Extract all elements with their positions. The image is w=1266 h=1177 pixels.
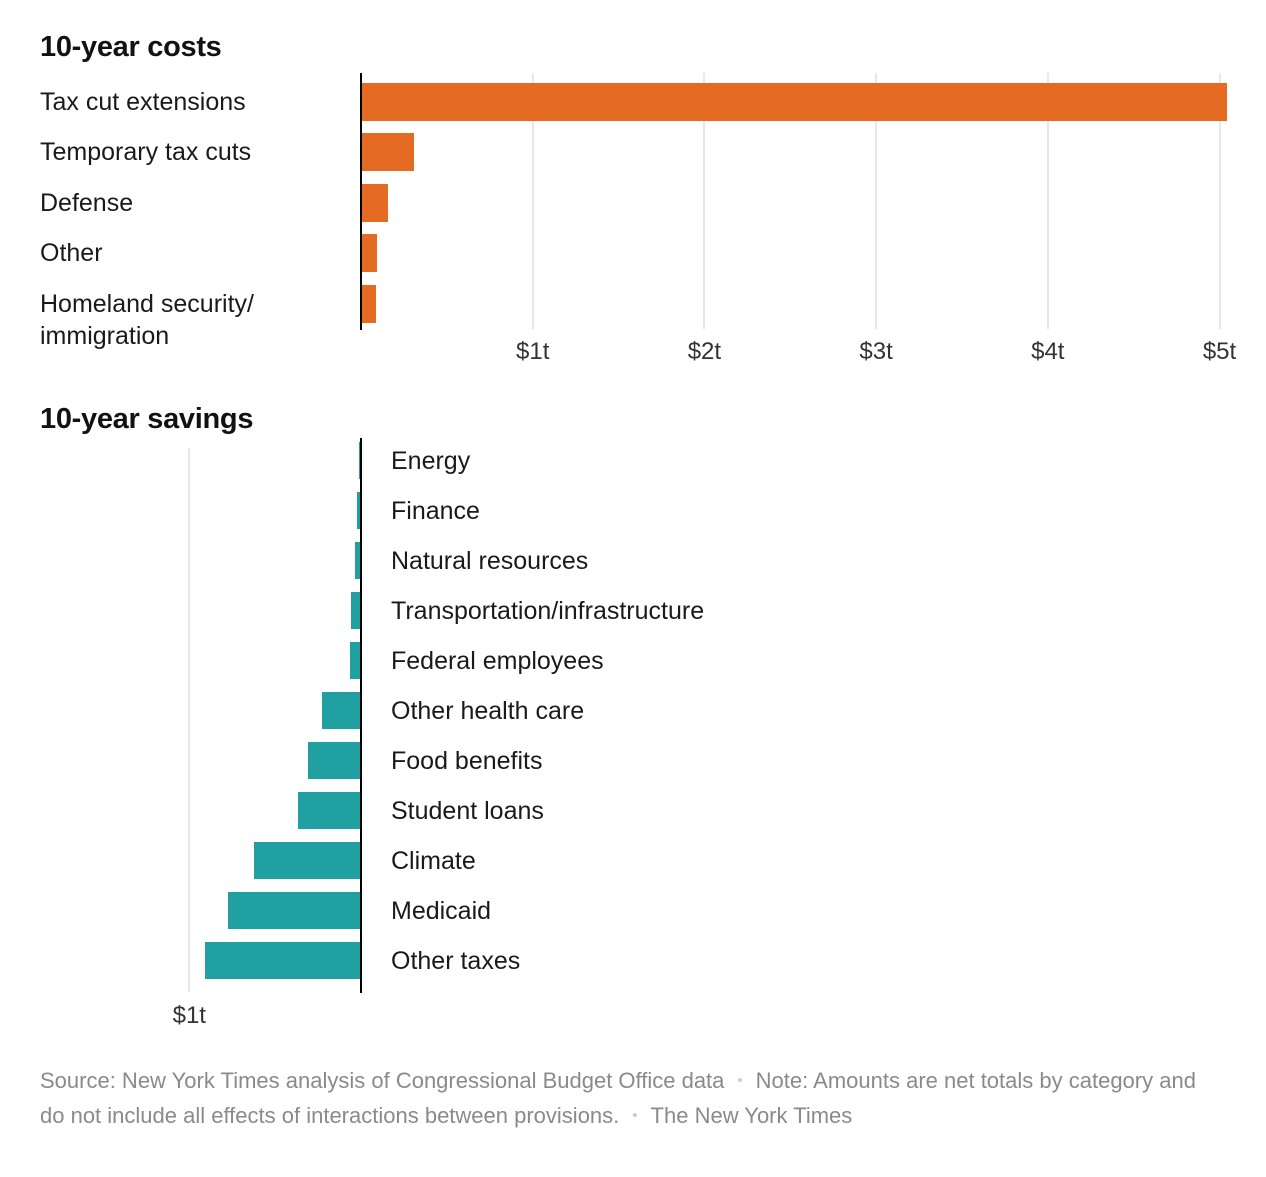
savings-chart-title: 10-year savings: [40, 403, 254, 435]
separator-dot: •: [737, 1072, 743, 1089]
tick-label: $4t: [1031, 338, 1065, 365]
gridline: [531, 73, 534, 329]
bar: [205, 942, 360, 979]
gridline: [875, 73, 878, 329]
costs-chart-title: 10-year costs: [40, 31, 222, 63]
note-text: Note: Amounts are net totals by category…: [40, 1068, 1196, 1128]
category-label: Other health care: [391, 696, 585, 725]
bar: [253, 842, 360, 879]
gridline: [188, 448, 191, 992]
bar: [362, 133, 414, 172]
tick-label: $1t: [516, 338, 550, 365]
bar: [349, 642, 360, 679]
source-text: Source: New York Times analysis of Congr…: [40, 1068, 725, 1093]
category-label: Tax cut extensions: [40, 88, 246, 116]
category-label: Medicaid: [391, 896, 492, 925]
gridline: [1046, 73, 1049, 329]
bar: [357, 492, 360, 529]
bar: [354, 542, 360, 579]
bar: [362, 183, 388, 222]
category-label: Other: [40, 239, 103, 268]
tick-label: $3t: [859, 338, 893, 365]
category-label: Federal employees: [391, 646, 604, 675]
category-label: Energy: [391, 446, 471, 475]
gridline: [1218, 73, 1221, 329]
bar: [322, 692, 360, 729]
category-label: Finance: [391, 496, 480, 525]
category-label: Other taxes: [391, 946, 521, 975]
axis-line: [360, 73, 362, 330]
bar: [359, 442, 360, 479]
bar: [362, 234, 378, 273]
category-label: Climate: [391, 846, 476, 875]
tick-label: $5t: [1202, 338, 1237, 365]
footer: Source: New York Times analysis of Congr…: [40, 1063, 1205, 1133]
bar: [227, 892, 360, 929]
bar: [362, 83, 1228, 121]
bar: [298, 792, 360, 829]
category-label: Student loans: [391, 796, 544, 825]
category-label: Natural resources: [391, 546, 589, 575]
bar: [351, 592, 360, 629]
bar: [308, 742, 360, 779]
category-label: Defense: [40, 188, 134, 217]
category-label: Transportation/infrastructure: [391, 596, 705, 625]
category-label: Food benefits: [391, 746, 543, 775]
gridline: [703, 73, 706, 329]
separator-dot: •: [632, 1107, 638, 1124]
category-label: Homeland security/ immigration: [40, 289, 254, 350]
axis-line: [360, 438, 362, 993]
tick-label: $1t: [172, 1002, 206, 1029]
credit-text: The New York Times: [650, 1103, 853, 1128]
category-label: Temporary tax cuts: [40, 138, 252, 167]
tick-label: $2t: [687, 338, 722, 365]
bar: [362, 284, 376, 323]
